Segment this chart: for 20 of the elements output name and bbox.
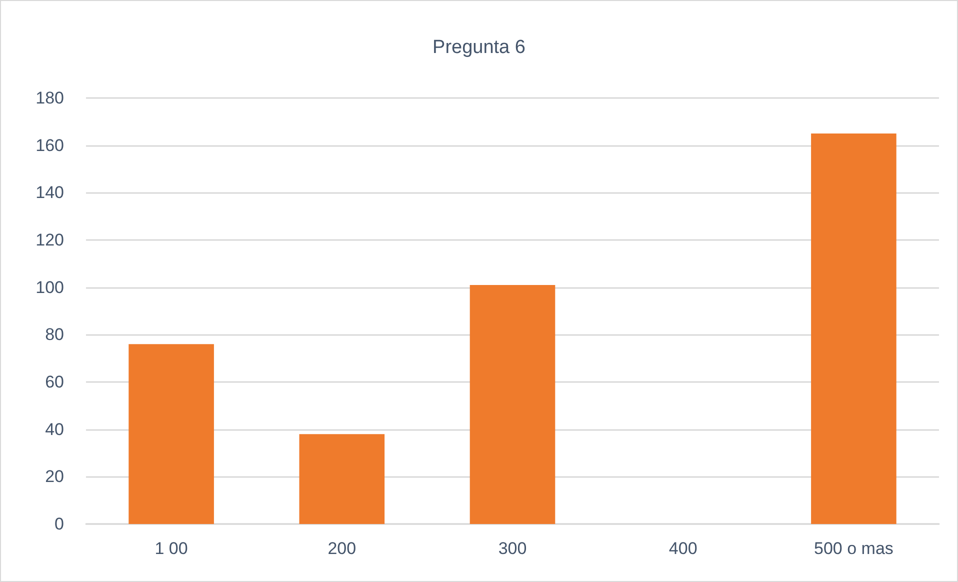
bar xyxy=(470,284,556,524)
y-tick-label: 140 xyxy=(36,183,64,202)
y-tick-label: 60 xyxy=(45,372,64,392)
y-tick-label: 160 xyxy=(36,136,64,155)
x-tick-label: 300 xyxy=(498,539,527,558)
x-tick-label: 500 o mas xyxy=(814,539,894,558)
x-tick-label: 1 00 xyxy=(154,539,188,558)
y-tick-label: 80 xyxy=(45,325,64,344)
y-tick-label: 40 xyxy=(45,420,64,439)
x-tick-label: 200 xyxy=(328,539,356,558)
y-tick-label: 0 xyxy=(54,514,64,534)
y-tick-label: 100 xyxy=(36,278,64,297)
chart-title: Pregunta 6 xyxy=(432,37,526,58)
y-tick-label: 120 xyxy=(36,230,64,250)
x-tick-label: 400 xyxy=(668,539,698,558)
bar xyxy=(128,344,214,524)
y-tick-label: 20 xyxy=(45,467,64,486)
bar xyxy=(811,134,896,524)
bar xyxy=(299,434,385,524)
y-tick-label: 180 xyxy=(36,88,64,108)
